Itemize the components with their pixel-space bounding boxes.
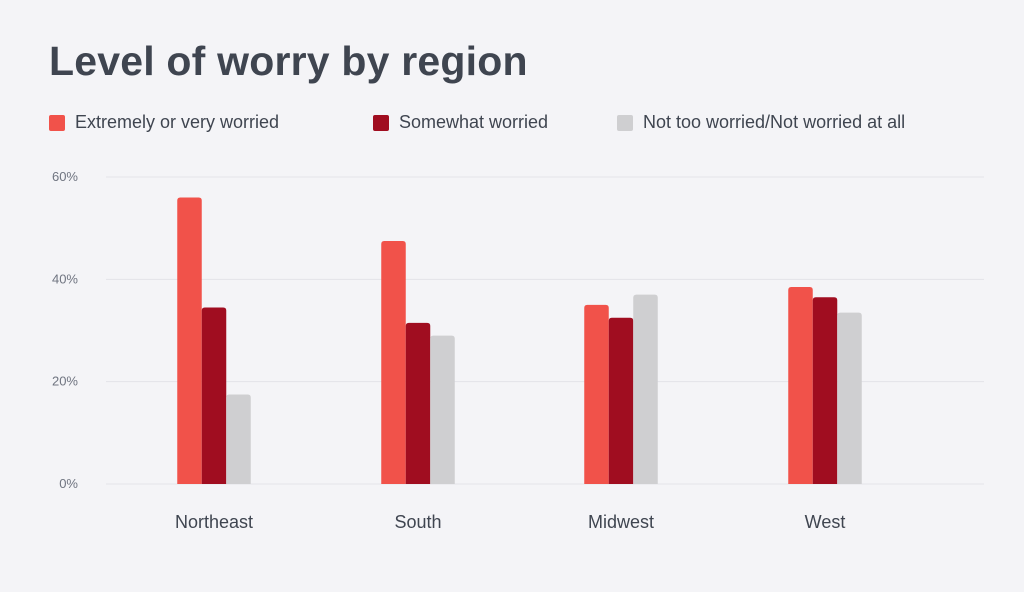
bar-midwest-series-0 bbox=[584, 304, 609, 484]
legend-item-somewhat-worried: Somewhat worried bbox=[373, 112, 548, 133]
bar-northeast-series-2 bbox=[226, 394, 251, 484]
legend-swatch-somewhat-worried bbox=[373, 114, 389, 131]
bar-south-series-0 bbox=[381, 240, 406, 484]
legend-swatch-not-worried bbox=[617, 114, 633, 131]
bar-south-series-2 bbox=[430, 335, 455, 484]
x-category-label-west: West bbox=[805, 512, 846, 532]
legend-item-not-worried: Not too worried/Not worried at all bbox=[617, 112, 905, 133]
bar-west-series-0 bbox=[788, 287, 813, 484]
y-tick-label-3: 60% bbox=[52, 169, 78, 184]
legend: Extremely or very worried Somewhat worri… bbox=[0, 112, 1024, 138]
bar-south-series-1 bbox=[405, 322, 431, 484]
legend-swatch-extremely-worried bbox=[49, 114, 65, 131]
bar-northeast-series-0 bbox=[177, 197, 202, 484]
x-category-label-midwest: Midwest bbox=[588, 512, 654, 532]
legend-item-extremely-worried: Extremely or very worried bbox=[49, 112, 279, 133]
chart-title: Level of worry by region bbox=[49, 38, 528, 84]
legend-label-extremely-worried: Extremely or very worried bbox=[75, 112, 280, 132]
x-category-label-northeast: Northeast bbox=[175, 512, 253, 532]
legend-label-not-worried: Not too worried/Not worried at all bbox=[643, 112, 906, 132]
bar-west-series-1 bbox=[812, 297, 838, 484]
y-tick-label-2: 40% bbox=[52, 271, 78, 286]
y-tick-label-0: 0% bbox=[59, 476, 78, 491]
y-tick-label-1: 20% bbox=[52, 374, 78, 389]
bar-midwest-series-2 bbox=[633, 294, 658, 484]
x-category-label-south: South bbox=[394, 512, 441, 532]
bar-midwest-series-1 bbox=[608, 317, 634, 484]
legend-label-somewhat-worried: Somewhat worried bbox=[399, 112, 549, 132]
bar-northeast-series-1 bbox=[201, 307, 227, 484]
bar-west-series-2 bbox=[837, 312, 862, 484]
